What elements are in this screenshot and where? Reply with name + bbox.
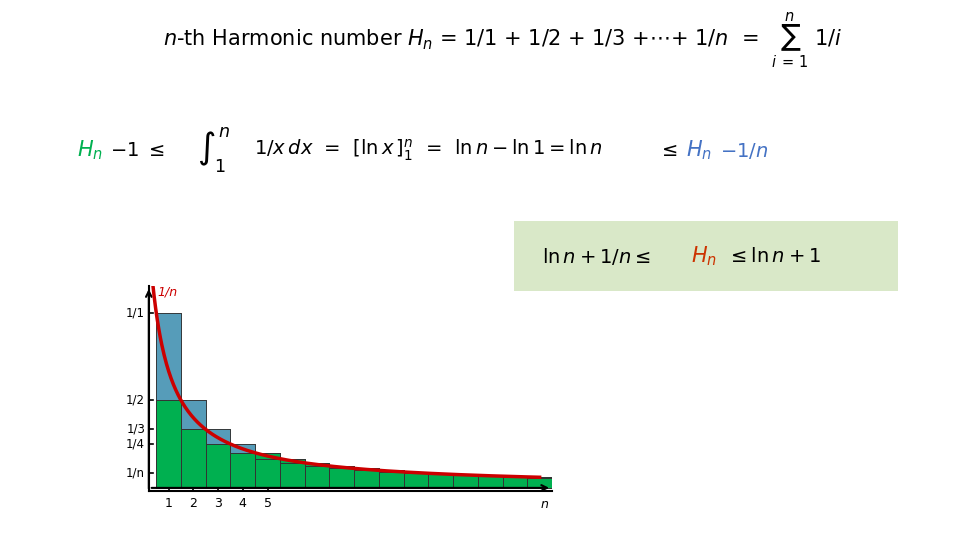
Text: 5: 5: [264, 497, 272, 510]
Bar: [379, 470, 403, 488]
Bar: [230, 453, 255, 488]
Bar: [180, 400, 205, 488]
Bar: [255, 458, 280, 488]
Bar: [354, 470, 379, 488]
Bar: [230, 444, 255, 488]
Text: 4: 4: [239, 497, 247, 510]
Bar: [428, 475, 453, 488]
Text: 1/n: 1/n: [126, 467, 145, 480]
Bar: [478, 475, 502, 488]
Bar: [329, 466, 354, 488]
Bar: [453, 475, 478, 488]
Bar: [403, 472, 428, 488]
Bar: [502, 477, 527, 488]
Bar: [403, 472, 428, 488]
Bar: [255, 453, 280, 488]
Bar: [428, 473, 453, 488]
Bar: [453, 475, 478, 488]
Text: n: n: [540, 497, 548, 510]
Bar: [527, 477, 552, 488]
Bar: [354, 468, 379, 488]
Bar: [502, 476, 527, 488]
Text: 1/3: 1/3: [126, 423, 145, 436]
Text: $H_n$: $H_n$: [691, 244, 717, 268]
Bar: [453, 475, 478, 488]
FancyBboxPatch shape: [514, 221, 898, 291]
Bar: [304, 466, 329, 488]
Bar: [354, 468, 379, 488]
Bar: [180, 429, 205, 488]
Bar: [205, 429, 230, 488]
Text: $- 1/n$: $- 1/n$: [720, 140, 768, 161]
Bar: [280, 458, 304, 488]
Text: Harmonic numbers: Harmonic numbers: [394, 512, 566, 530]
Bar: [255, 453, 280, 488]
Text: $H_n$: $H_n$: [77, 139, 103, 163]
Bar: [304, 463, 329, 488]
Bar: [180, 400, 205, 488]
Bar: [205, 429, 230, 488]
Bar: [329, 466, 354, 488]
Text: $H_n$: $H_n$: [686, 139, 712, 163]
Bar: [205, 444, 230, 488]
Text: $\int_{1}^{n}$: $\int_{1}^{n}$: [197, 126, 230, 176]
Bar: [527, 477, 552, 488]
Bar: [527, 477, 552, 488]
Bar: [502, 476, 527, 488]
Text: $\leq \ln n + 1$: $\leq \ln n + 1$: [727, 247, 821, 266]
Bar: [230, 444, 255, 488]
Bar: [156, 313, 180, 488]
Bar: [280, 463, 304, 488]
Bar: [403, 473, 428, 488]
Bar: [428, 473, 453, 488]
Text: $\leq$: $\leq$: [658, 141, 678, 160]
Text: $1/x\,dx$  =  $[\ln x\,]_{1}^{n}$  =  $\ln n - \ln 1 = \ln n$: $1/x\,dx$ = $[\ln x\,]_{1}^{n}$ = $\ln n…: [254, 138, 603, 164]
Text: $- 1\ \leq$: $- 1\ \leq$: [110, 141, 165, 160]
Text: 1/2: 1/2: [126, 394, 145, 407]
Bar: [379, 470, 403, 488]
Bar: [280, 458, 304, 488]
Text: 1/n: 1/n: [157, 286, 178, 299]
Bar: [329, 468, 354, 488]
Bar: [156, 400, 180, 488]
Bar: [478, 475, 502, 488]
Text: 2: 2: [189, 497, 197, 510]
Bar: [478, 476, 502, 488]
Bar: [379, 472, 403, 488]
Text: 3: 3: [214, 497, 222, 510]
Text: $\ln n + 1/n \leq$: $\ln n + 1/n \leq$: [542, 246, 651, 267]
Text: 1/1: 1/1: [126, 306, 145, 319]
Text: 1/4: 1/4: [126, 437, 145, 450]
Bar: [156, 313, 180, 488]
Text: $n$-th Harmonic number $H_n$ = 1/1 + 1/2 + 1/3 +$\cdots$+ 1/$n$  =  $\sum_{i\,=\: $n$-th Harmonic number $H_n$ = 1/1 + 1/2…: [163, 10, 843, 70]
Bar: [304, 463, 329, 488]
Text: 1: 1: [165, 497, 173, 510]
